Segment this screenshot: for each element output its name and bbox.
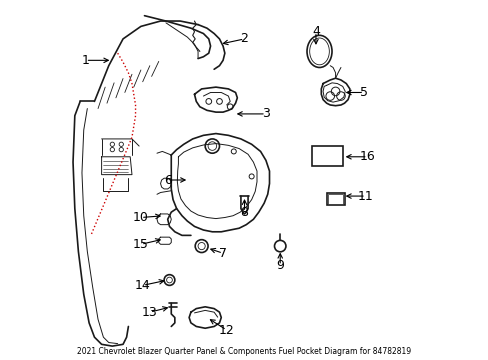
FancyBboxPatch shape bbox=[326, 193, 344, 205]
Text: 13: 13 bbox=[142, 306, 158, 319]
Text: 7: 7 bbox=[219, 247, 226, 260]
Text: 16: 16 bbox=[359, 150, 375, 163]
Text: 2021 Chevrolet Blazer Quarter Panel & Components Fuel Pocket Diagram for 8478281: 2021 Chevrolet Blazer Quarter Panel & Co… bbox=[77, 347, 411, 356]
Text: 3: 3 bbox=[262, 107, 269, 120]
Text: 11: 11 bbox=[357, 190, 373, 203]
Text: 15: 15 bbox=[133, 238, 148, 251]
Text: 8: 8 bbox=[240, 206, 248, 219]
Text: 6: 6 bbox=[163, 174, 171, 186]
Text: 1: 1 bbox=[81, 54, 89, 67]
Text: 10: 10 bbox=[133, 211, 148, 224]
Text: 14: 14 bbox=[135, 279, 150, 292]
Text: 5: 5 bbox=[360, 86, 367, 99]
FancyBboxPatch shape bbox=[328, 194, 342, 204]
Text: 9: 9 bbox=[276, 259, 284, 272]
Text: 12: 12 bbox=[218, 324, 234, 337]
Text: 4: 4 bbox=[311, 25, 319, 38]
FancyBboxPatch shape bbox=[312, 146, 342, 166]
Text: 2: 2 bbox=[240, 32, 248, 45]
